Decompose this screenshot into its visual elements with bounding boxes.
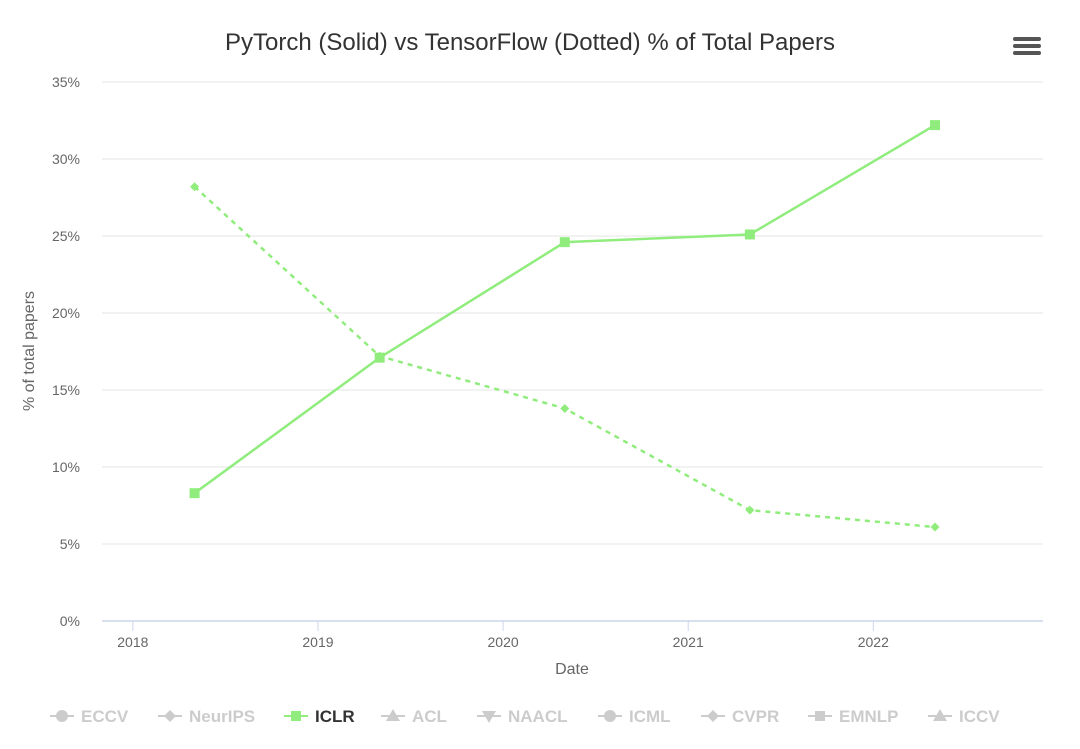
data-point-square[interactable] (189, 488, 200, 499)
x-tick-label: 2020 (488, 634, 519, 650)
legend-item-iclr[interactable]: ICLR (284, 707, 355, 726)
data-point-diamond[interactable] (375, 351, 385, 361)
hamburger-menu-icon-bar (1013, 51, 1041, 55)
triangle-marker-icon (933, 709, 947, 721)
x-axis-label: Date (555, 661, 589, 678)
legend: ECCV NeurIPS ICLR ACL NAACL ICML CVPR EMNLP ICCV (50, 707, 1000, 726)
grid-lines (102, 81, 1043, 545)
square-marker-icon (291, 711, 301, 721)
x-tick-label: 2022 (858, 634, 889, 650)
legend-label: ICML (629, 707, 671, 726)
hamburger-menu-icon-bar (1013, 44, 1041, 48)
circle-marker-icon (56, 710, 68, 722)
legend-item-cvpr[interactable]: CVPR (701, 707, 779, 726)
data-point-diamond[interactable] (930, 522, 940, 532)
y-tick-label: 5% (60, 536, 80, 552)
triangle-down-marker-icon (482, 711, 496, 723)
y-axis-label: % of total papers (21, 291, 38, 411)
y-tick-label: 15% (52, 382, 80, 398)
y-tick-label: 10% (52, 459, 80, 475)
data-point-diamond[interactable] (745, 505, 755, 515)
circle-marker-icon (604, 710, 616, 722)
x-tick-label: 2019 (302, 634, 333, 650)
diamond-marker-icon (707, 710, 719, 722)
y-tick-label: 30% (52, 151, 80, 167)
legend-label: NAACL (508, 707, 568, 726)
legend-item-emnlp[interactable]: EMNLP (808, 707, 899, 726)
data-point-diamond[interactable] (190, 182, 200, 192)
chart-title: PyTorch (Solid) vs TensorFlow (Dotted) %… (225, 29, 835, 56)
y-tick-label: 25% (52, 228, 80, 244)
legend-label: ECCV (81, 707, 129, 726)
legend-item-acl[interactable]: ACL (381, 707, 447, 726)
data-point-square[interactable] (930, 120, 941, 131)
legend-label: ICLR (315, 707, 355, 726)
y-tick-label: 20% (52, 305, 80, 321)
y-tick-label: 0% (60, 613, 80, 629)
hamburger-menu-icon (1013, 37, 1041, 41)
chart-menu-button[interactable] (1010, 34, 1044, 62)
x-axis: 2018 2019 2020 2021 2022 (102, 620, 1043, 650)
data-point-square[interactable] (559, 237, 570, 248)
legend-label: ICCV (959, 707, 1000, 726)
diamond-marker-icon (164, 710, 176, 722)
series-group (189, 120, 941, 532)
series-line-pytorch (193, 124, 936, 495)
y-axis-tick-labels: 0% 5% 10% 15% 20% 25% 30% 35% (52, 74, 80, 629)
square-marker-icon (815, 711, 825, 721)
legend-item-iccv[interactable]: ICCV (928, 707, 1000, 726)
legend-item-naacl[interactable]: NAACL (477, 707, 568, 726)
legend-item-neurips[interactable]: NeurIPS (158, 707, 255, 726)
legend-label: EMNLP (839, 707, 899, 726)
data-point-square[interactable] (744, 229, 755, 240)
legend-label: NeurIPS (189, 707, 255, 726)
legend-item-icml[interactable]: ICML (598, 707, 671, 726)
x-tick-label: 2018 (117, 634, 148, 650)
legend-item-eccv[interactable]: ECCV (50, 707, 129, 726)
legend-label: CVPR (732, 707, 779, 726)
triangle-marker-icon (386, 709, 400, 721)
y-tick-label: 35% (52, 74, 80, 90)
legend-label: ACL (412, 707, 447, 726)
x-tick-label: 2021 (673, 634, 704, 650)
data-point-diamond[interactable] (560, 403, 570, 413)
